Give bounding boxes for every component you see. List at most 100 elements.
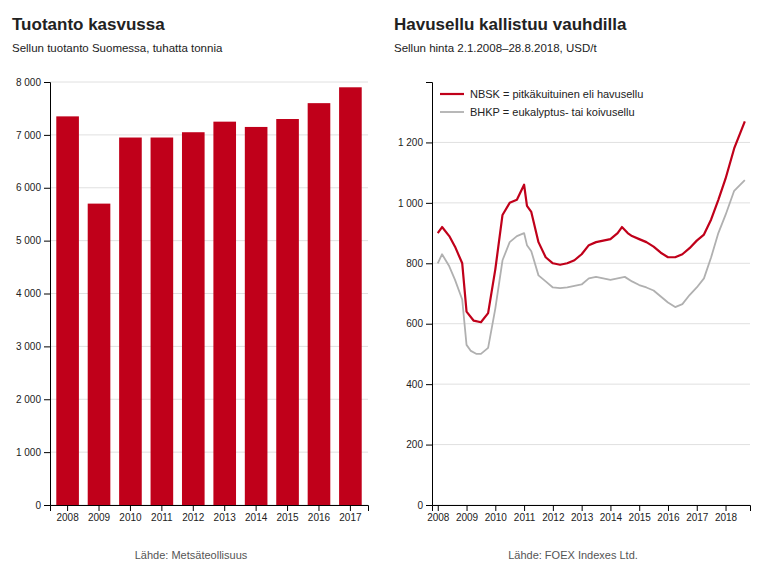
tick-label: 800 <box>406 258 423 269</box>
bar <box>119 138 142 505</box>
tick: 8 000 <box>16 77 50 88</box>
axis-line <box>44 83 51 506</box>
tick-label: 5 000 <box>16 235 41 246</box>
tick-mark <box>426 142 432 143</box>
tick-mark <box>193 505 194 511</box>
tick: 2015 <box>629 505 652 523</box>
tick-mark <box>130 505 131 511</box>
tick-label: 2011 <box>151 512 173 523</box>
tick: 1 000 <box>16 447 50 458</box>
tick-label: 200 <box>406 439 423 450</box>
tick: 2008 <box>56 505 79 523</box>
bar <box>56 116 79 505</box>
axis-line <box>433 506 751 512</box>
chart-root: Tuotanto kasvussaSellun tuotanto Suomess… <box>0 0 764 573</box>
tick: 2014 <box>600 505 623 523</box>
tick-label: 0 <box>417 500 423 511</box>
tick-label: 0 <box>35 500 41 511</box>
tick-label: 2015 <box>629 512 652 523</box>
tick-mark <box>467 505 468 511</box>
title: Tuotanto kasvussa <box>12 15 165 34</box>
tick-label: 6 000 <box>16 182 41 193</box>
tick-label: 8 000 <box>16 77 41 88</box>
legend-label: NBSK = pitkäkuituinen eli havusellu <box>470 88 643 100</box>
tick: 2018 <box>715 505 738 523</box>
tick-label: 7 000 <box>16 130 41 141</box>
tick-label: 2009 <box>456 512 479 523</box>
tick-mark <box>495 505 496 511</box>
tick: 200 <box>406 439 432 450</box>
tick: 800 <box>406 258 432 269</box>
tick: 1 000 <box>398 198 432 209</box>
tick: 2013 <box>214 505 237 523</box>
bar <box>339 87 362 505</box>
grid-line <box>432 444 750 445</box>
tick-label: 2009 <box>88 512 111 523</box>
tick-mark <box>44 188 50 189</box>
tick-label: 1 000 <box>16 447 41 458</box>
bar <box>88 204 111 505</box>
x-axis: 2008200920102011201220132014201520162017 <box>51 505 369 523</box>
y-axis: 0 1 000 2 000 3 000 4 000 5 000 6 000 7 000 8 00… <box>16 77 51 511</box>
panel: Tuotanto kasvussaSellun tuotanto Suomess… <box>12 15 369 561</box>
tick-label: 2 000 <box>16 394 41 405</box>
x-axis: 2008200920102011201220132014201520162017… <box>427 505 750 523</box>
legend-swatch <box>440 111 464 113</box>
tick: 2012 <box>182 505 205 523</box>
tick-mark <box>610 505 611 511</box>
tick-label: 2013 <box>214 512 237 523</box>
tick-mark <box>44 294 50 295</box>
tick: 2 000 <box>16 394 50 405</box>
tick-mark <box>44 346 50 347</box>
tick-mark <box>697 505 698 511</box>
tick: 2010 <box>119 505 142 523</box>
tick-mark <box>44 135 50 136</box>
legend-item: BHKP = eukalyptus- tai koivusellu <box>440 106 635 118</box>
tick: 4 000 <box>16 288 50 299</box>
y-axis: 02004006008001 0001 200 <box>398 83 433 511</box>
bar <box>308 103 331 505</box>
tick: 2011 <box>514 505 536 523</box>
tick: 2017 <box>339 505 362 523</box>
tick-mark <box>44 452 50 453</box>
tick-mark <box>256 505 257 511</box>
tick-mark <box>426 324 432 325</box>
tick: 2016 <box>308 505 331 523</box>
tick-label: 600 <box>406 318 423 329</box>
grid <box>432 142 750 505</box>
tick-label: 2012 <box>542 512 565 523</box>
grid <box>50 82 368 505</box>
title: Havusellu kallistuu vauhdilla <box>394 15 627 34</box>
tick: 2012 <box>542 505 565 523</box>
tick-mark <box>99 505 100 511</box>
tick-mark <box>44 399 50 400</box>
axis-line <box>426 83 433 506</box>
tick-mark <box>318 505 319 511</box>
tick-mark <box>350 505 351 511</box>
tick-mark <box>287 505 288 511</box>
tick: 0 <box>417 500 432 511</box>
tick: 2017 <box>686 505 709 523</box>
tick: 2009 <box>456 505 479 523</box>
tick-label: 2017 <box>339 512 362 523</box>
bar <box>182 132 205 505</box>
tick-mark <box>438 505 439 511</box>
tick-label: 400 <box>406 379 423 390</box>
tick-mark <box>224 505 225 511</box>
legend-item: NBSK = pitkäkuituinen eli havusellu <box>440 88 643 100</box>
bar <box>213 122 236 505</box>
tick: 7 000 <box>16 130 50 141</box>
legend: NBSK = pitkäkuituinen eli havusellu BHKP … <box>440 88 643 118</box>
tick-mark <box>67 505 68 511</box>
tick: 2009 <box>88 505 111 523</box>
tick: 2013 <box>571 505 594 523</box>
tick-label: 2010 <box>119 512 142 523</box>
line <box>438 121 745 322</box>
tick: 2010 <box>485 505 508 523</box>
axis-line <box>51 506 369 512</box>
source: Lähde: FOEX Indexes Ltd. <box>508 549 638 561</box>
grid-line <box>432 202 750 203</box>
tick: 3 000 <box>16 341 50 352</box>
tick: 2015 <box>276 505 299 523</box>
grid-line <box>432 323 750 324</box>
